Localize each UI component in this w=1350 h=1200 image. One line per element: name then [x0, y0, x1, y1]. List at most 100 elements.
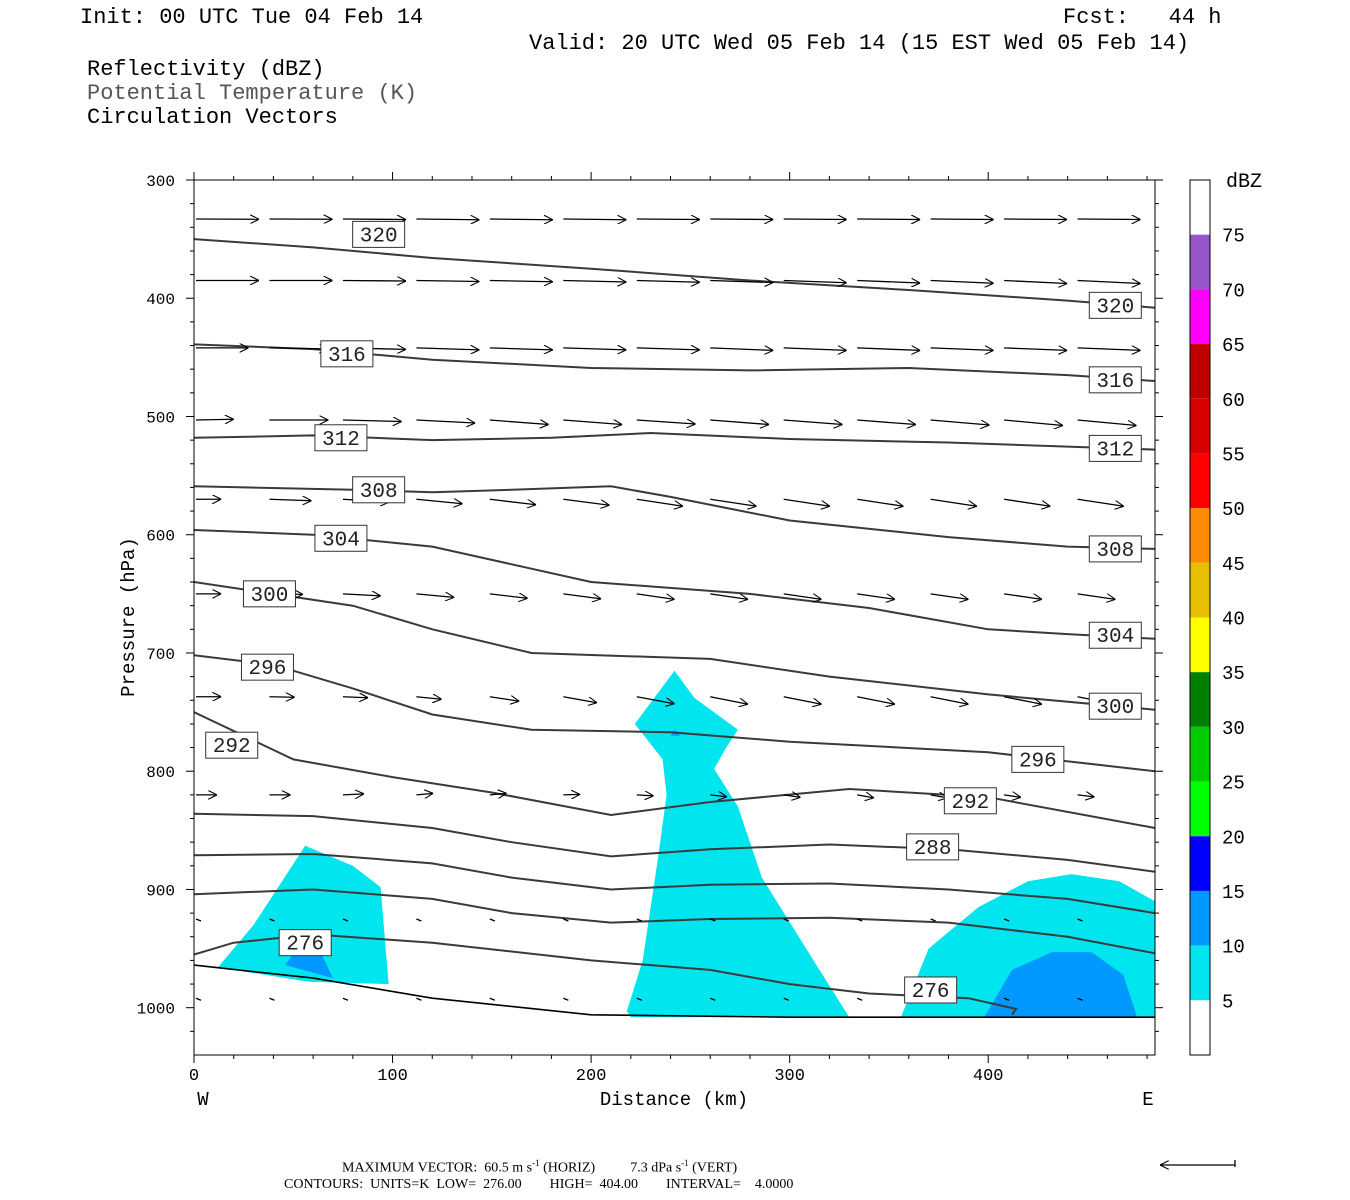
circulation-vector: [1077, 281, 1141, 284]
plot-frame: [193, 179, 1156, 1056]
circulation-vector: [563, 498, 609, 505]
theta-label-316: 316: [1088, 366, 1142, 394]
circulation-vector: [710, 420, 769, 425]
circulation-vector: [269, 918, 275, 922]
circulation-vector: [489, 697, 519, 702]
circulation-vector: [342, 794, 364, 795]
colorbar-title: dBZ: [1226, 171, 1262, 194]
theta-label-308: 308: [352, 476, 406, 504]
theta-label-312: 312: [314, 424, 368, 452]
colorbar-label: 5: [1222, 991, 1233, 1013]
circulation-vector: [416, 697, 441, 700]
circulation-vector: [1077, 795, 1095, 797]
circulation-vector: [930, 348, 994, 351]
colorbar-segment: [1190, 890, 1210, 946]
y-tick-label: 400: [146, 291, 175, 309]
circulation-vector: [416, 793, 433, 795]
circulation-vector: [342, 219, 406, 220]
circulation-vector: [857, 498, 903, 506]
theta-label-276: 276: [278, 929, 332, 957]
circulation-vector: [342, 281, 406, 282]
circulation-vector: [416, 420, 475, 423]
x-end-label-east: E: [1142, 1089, 1153, 1111]
circulation-vector: [636, 918, 643, 922]
theta-contour-288: [194, 812, 1155, 873]
svg-text:288: 288: [914, 838, 952, 861]
circulation-vector: [489, 997, 496, 1001]
circulation-vector: [1077, 348, 1141, 351]
circulation-vector: [930, 419, 990, 425]
circulation-vector: [563, 794, 580, 795]
circulation-vector: [1004, 795, 1021, 798]
max-vector-label: MAXIMUM VECTOR: 60.5 m s-1 (HORIZ) 7.3 d…: [342, 1158, 738, 1176]
svg-text:312: 312: [1096, 439, 1134, 462]
circulation-vector: [636, 420, 696, 424]
circulation-vector: [563, 918, 569, 922]
colorbar-label: 35: [1222, 663, 1245, 685]
circulation-vector: [489, 594, 528, 599]
circulation-vector: [783, 348, 847, 351]
colorbar-segment: [1190, 508, 1210, 563]
circulation-vector: [636, 997, 643, 1001]
colorbar-label: 40: [1222, 609, 1245, 631]
colorbar-label: 60: [1222, 390, 1245, 412]
x-tick-label: 0: [189, 1067, 199, 1086]
circulation-vector: [563, 997, 569, 1001]
colorbar-label: 75: [1222, 226, 1245, 248]
theta-label-296: 296: [1011, 745, 1065, 773]
circulation-vector: [342, 918, 349, 922]
circulation-vector: [783, 593, 822, 600]
theta-contour-296: [194, 654, 1155, 773]
circulation-vector: [1004, 593, 1042, 600]
circulation-vector: [195, 918, 202, 922]
circulation-vector: [783, 997, 789, 1001]
theta-contour-labels: 320 320 316 316 312 312 308 308 304 304 300 300 296 2…: [205, 220, 1142, 1004]
reflectivity-area-10dbz: [984, 952, 1138, 1018]
circulation-vector: [710, 348, 773, 351]
circulation-vector: [416, 594, 454, 598]
circulation-vector: [636, 795, 654, 796]
svg-text:312: 312: [322, 429, 360, 452]
svg-text:276: 276: [912, 981, 950, 1004]
circulation-vector: [930, 219, 994, 220]
circulation-vector: [1077, 593, 1116, 600]
reflectivity-area-5dbz: [217, 845, 389, 985]
x-tick-label: 400: [973, 1067, 1004, 1086]
circulation-vector: [489, 219, 553, 220]
circulation-vector: [1004, 419, 1063, 426]
circulation-vector: [710, 593, 748, 600]
init-time: Init: 00 UTC Tue 04 Feb 14: [80, 5, 424, 30]
y-tick-label: 1000: [137, 1001, 175, 1019]
circulation-vector: [269, 997, 275, 1001]
reflectivity-area-10dbz: [285, 936, 333, 979]
theta-label-312: 312: [1088, 434, 1142, 462]
circulation-vector: [710, 498, 756, 506]
colorbar-label: 10: [1222, 937, 1245, 959]
theta-label-276: 276: [904, 976, 958, 1004]
circulation-vector: [710, 219, 773, 220]
circulation-vector: [930, 696, 969, 705]
circulation-vector: [489, 793, 507, 795]
circulation-vector: [857, 593, 895, 600]
theta-label-320: 320: [1088, 291, 1142, 319]
svg-text:292: 292: [951, 792, 989, 815]
circulation-vector: [1077, 997, 1083, 1001]
circulation-vector: [857, 420, 916, 425]
x-tick-label: 300: [774, 1067, 805, 1086]
theta-label-300: 300: [242, 580, 296, 608]
colorbar-segment: [1190, 781, 1210, 837]
circulation-vector: [1077, 498, 1124, 506]
circulation-vector: [416, 281, 479, 282]
circulation-vector: [563, 219, 626, 220]
svg-text:308: 308: [1096, 540, 1134, 563]
colorbar-segment: [1190, 289, 1210, 345]
circulation-vector: [856, 918, 863, 922]
svg-text:296: 296: [249, 658, 287, 681]
circulation-vector: [783, 918, 789, 922]
circulation-vector: [563, 696, 597, 703]
circulation-vector: [269, 348, 328, 349]
theta-label-292: 292: [943, 787, 997, 815]
colorbar-segment: [1190, 344, 1210, 399]
dbz-colorbar: 5 10 15 20 25 30 35 40 45 50 55 60 65 70 75: [1189, 179, 1245, 1056]
colorbar-segment: [1190, 945, 1210, 1001]
